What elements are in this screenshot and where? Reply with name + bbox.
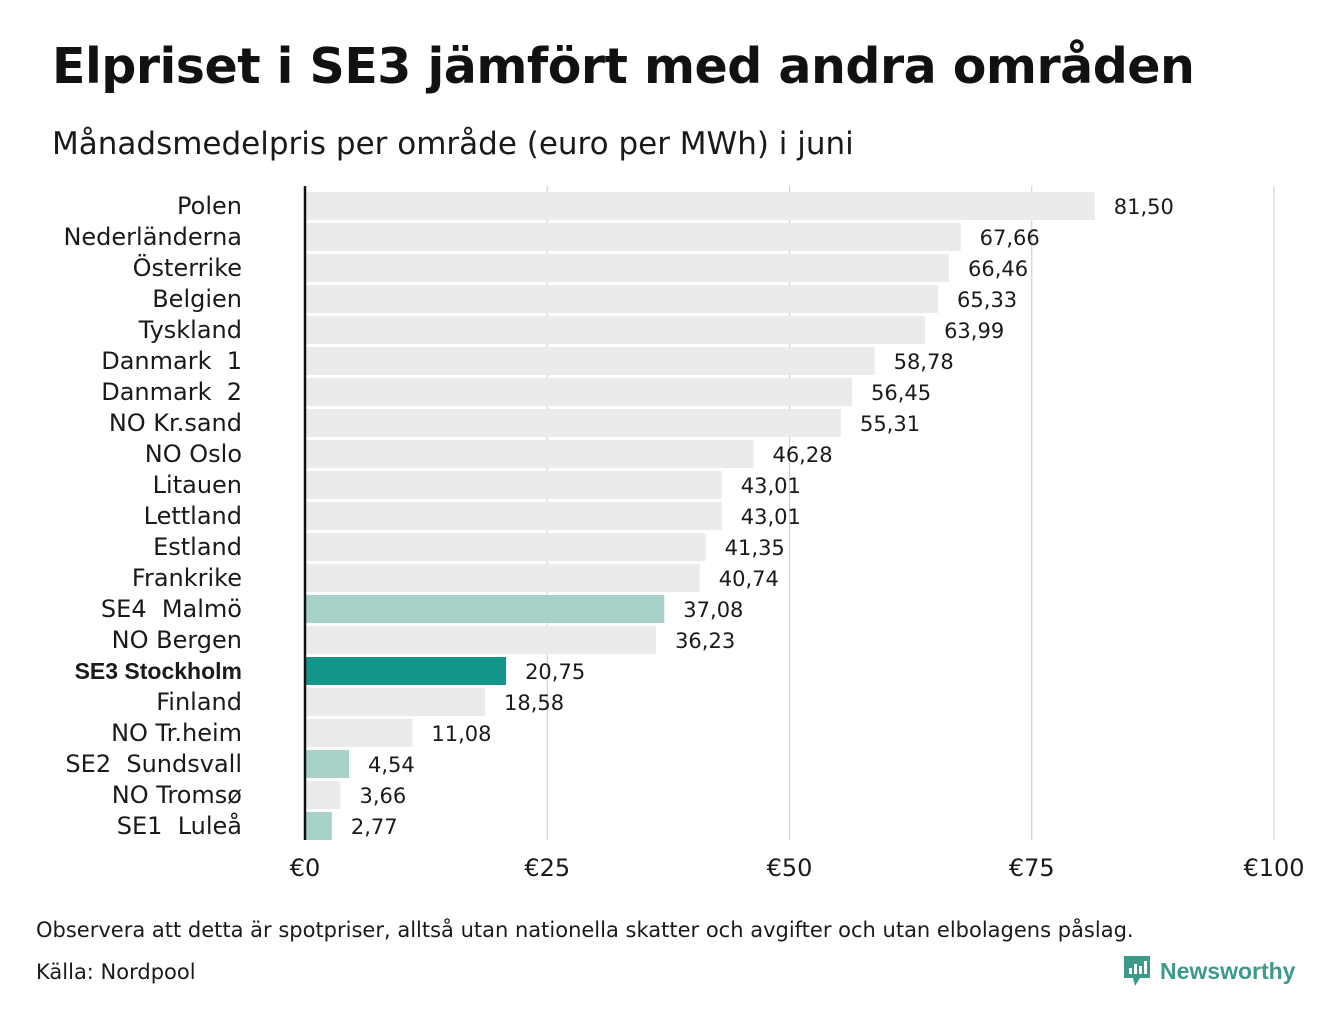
value-label-1: 67,66	[980, 226, 1040, 250]
value-label-11: 41,35	[725, 536, 785, 560]
value-label-12: 40,74	[719, 567, 779, 591]
value-label-15: 20,75	[525, 660, 585, 684]
bar-20	[305, 812, 332, 840]
bar-9	[305, 471, 722, 499]
value-label-10: 43,01	[741, 505, 801, 529]
value-label-9: 43,01	[741, 474, 801, 498]
bar-11	[305, 533, 706, 561]
value-label-8: 46,28	[772, 443, 832, 467]
value-label-16: 18,58	[504, 691, 564, 715]
category-label-6: Danmark 2	[101, 378, 242, 406]
category-label-17: NO Tr.heim	[111, 719, 242, 747]
bar-3	[305, 285, 939, 313]
source-note: Källa: Nordpool	[36, 960, 196, 984]
bar-12	[305, 564, 700, 592]
bar-5	[305, 347, 875, 375]
bar-6	[305, 378, 853, 406]
bar-2	[305, 254, 949, 282]
bar-10	[305, 502, 722, 530]
value-label-0: 81,50	[1114, 195, 1174, 219]
bar-17	[305, 719, 413, 747]
x-tick-label-3: €75	[1009, 854, 1055, 882]
value-label-6: 56,45	[871, 381, 931, 405]
bar-15	[305, 657, 507, 685]
value-label-3: 65,33	[957, 288, 1017, 312]
bar-14	[305, 626, 657, 654]
chart-subtitle: Månadsmedelpris per område (euro per MWh…	[52, 126, 854, 162]
x-tick-label-0: €0	[290, 854, 321, 882]
bar-chart: 81,50 Polen 67,66 Nederländerna 66,46 Österri…	[63, 186, 1305, 882]
category-label-10: Lettland	[144, 502, 242, 530]
chart-title: Elpriset i SE3 jämfört med andra områden	[52, 38, 1195, 95]
x-tick-label-1: €25	[524, 854, 570, 882]
category-label-19: NO Tromsø	[112, 781, 242, 809]
footnote: Observera att detta är spotpriser, allts…	[36, 918, 1134, 942]
value-label-19: 3,66	[359, 784, 406, 808]
newsworthy-logo-icon	[1124, 956, 1150, 986]
bar-4	[305, 316, 926, 344]
category-label-0: Polen	[177, 192, 242, 220]
bar-13	[305, 595, 665, 623]
bar-18	[305, 750, 349, 778]
category-label-9: Litauen	[153, 471, 242, 499]
bar-8	[305, 440, 754, 468]
category-label-8: NO Oslo	[145, 440, 242, 468]
value-label-5: 58,78	[894, 350, 954, 374]
category-label-16: Finland	[156, 688, 242, 716]
bar-7	[305, 409, 841, 437]
category-label-18: SE2 Sundsvall	[65, 750, 242, 778]
category-label-3: Belgien	[152, 285, 242, 313]
category-label-13: SE4 Malmö	[101, 595, 242, 623]
bar-0	[305, 192, 1095, 220]
category-label-1: Nederländerna	[63, 223, 242, 251]
category-label-4: Tyskland	[138, 316, 242, 344]
value-label-18: 4,54	[368, 753, 415, 777]
category-label-7: NO Kr.sand	[109, 409, 242, 437]
category-label-5: Danmark 1	[101, 347, 242, 375]
value-label-14: 36,23	[675, 629, 735, 653]
category-label-14: NO Bergen	[112, 626, 242, 654]
brand-logo: Newsworthy	[1122, 954, 1295, 988]
x-tick-label-4: €100	[1243, 854, 1304, 882]
category-label-12: Frankrike	[132, 564, 242, 592]
value-label-4: 63,99	[944, 319, 1004, 343]
brand-name: Newsworthy	[1160, 957, 1296, 984]
value-label-17: 11,08	[431, 722, 491, 746]
category-label-2: Österrike	[133, 253, 242, 282]
category-label-20: SE1 Luleå	[117, 811, 242, 840]
bar-16	[305, 688, 486, 716]
x-tick-label-2: €50	[767, 854, 813, 882]
value-label-20: 2,77	[351, 815, 398, 839]
category-label-11: Estland	[153, 533, 242, 561]
bar-1	[305, 223, 961, 251]
value-label-13: 37,08	[683, 598, 743, 622]
value-label-2: 66,46	[968, 257, 1028, 281]
value-label-7: 55,31	[860, 412, 920, 436]
bar-19	[305, 781, 341, 809]
category-label-15: SE3 Stockholm	[75, 658, 242, 684]
